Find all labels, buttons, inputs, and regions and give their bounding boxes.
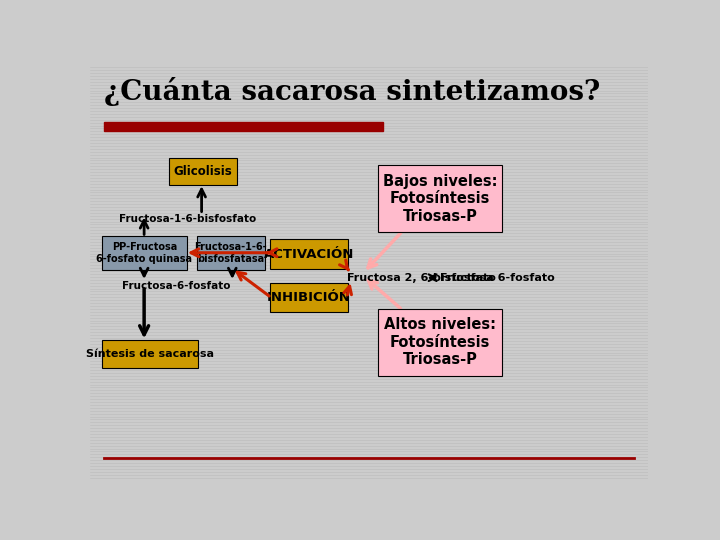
Text: Fructosa 6-fosfato: Fructosa 6-fosfato [441, 273, 555, 282]
Text: Fructosa-1-6-bisfosfato: Fructosa-1-6-bisfosfato [119, 214, 256, 224]
Text: Altos niveles:
Fotosíntesis
Triosas-P: Altos niveles: Fotosíntesis Triosas-P [384, 318, 496, 367]
FancyBboxPatch shape [270, 239, 348, 269]
FancyBboxPatch shape [270, 282, 348, 312]
Text: INHIBICIÓN: INHIBICIÓN [267, 291, 351, 304]
Text: ACTIVACIÓN: ACTIVACIÓN [264, 248, 354, 261]
Text: PP-Fructosa
6-fosfato quinasa: PP-Fructosa 6-fosfato quinasa [96, 242, 192, 264]
Text: Fructosa-1-6-
bisfosfatasa: Fructosa-1-6- bisfosfatasa [194, 242, 267, 264]
Text: ¿Cuánta sacarosa sintetizamos?: ¿Cuánta sacarosa sintetizamos? [104, 77, 600, 106]
Bar [104, 122, 383, 131]
FancyBboxPatch shape [102, 236, 186, 270]
FancyBboxPatch shape [379, 309, 502, 376]
FancyBboxPatch shape [379, 165, 502, 232]
Text: Bajos niveles:
Fotosíntesis
Triosas-P: Bajos niveles: Fotosíntesis Triosas-P [383, 174, 498, 224]
Text: Glicolisis: Glicolisis [174, 165, 233, 178]
Text: Síntesis de sacarosa: Síntesis de sacarosa [86, 349, 214, 359]
FancyBboxPatch shape [102, 340, 198, 368]
Text: Fructosa 2, 6-bisfosfato: Fructosa 2, 6-bisfosfato [347, 273, 495, 282]
FancyBboxPatch shape [197, 236, 265, 270]
Text: Fructosa-6-fosfato: Fructosa-6-fosfato [122, 281, 230, 291]
FancyBboxPatch shape [169, 158, 237, 185]
